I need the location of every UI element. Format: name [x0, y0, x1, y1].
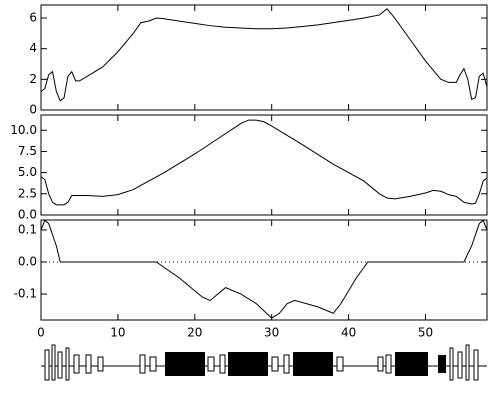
data-line — [40, 119, 488, 206]
y-tick-label: -0.1 — [14, 287, 37, 301]
x-tick-label: 20 — [187, 326, 202, 340]
plot-frame — [40, 4, 488, 111]
y-tick-label: 0.0 — [18, 208, 37, 222]
y-tick-label: 2 — [29, 72, 37, 86]
y-tick-label: 0.0 — [18, 254, 37, 268]
plot-frame — [40, 114, 488, 216]
plot-frame — [40, 219, 488, 321]
x-tick-label: 50 — [418, 326, 433, 340]
y-tick-label: 0 — [29, 103, 37, 117]
x-tick-label: 10 — [110, 326, 125, 340]
x-tick-label: 30 — [264, 326, 279, 340]
y-tick-label: 0.1 — [18, 222, 37, 236]
y-tick-label: 4 — [29, 41, 37, 55]
data-line — [40, 219, 488, 319]
y-tick-label: 7.5 — [18, 144, 37, 158]
y-tick-label: 2.5 — [18, 186, 37, 200]
data-line — [40, 8, 488, 102]
x-tick-label: 40 — [341, 326, 356, 340]
y-tick-label: 10.0 — [10, 123, 37, 137]
y-tick-label: 5.0 — [18, 165, 37, 179]
lattice-diagram — [41, 344, 487, 381]
y-tick-label: 6 — [29, 11, 37, 25]
x-tick-label: 0 — [37, 326, 45, 340]
